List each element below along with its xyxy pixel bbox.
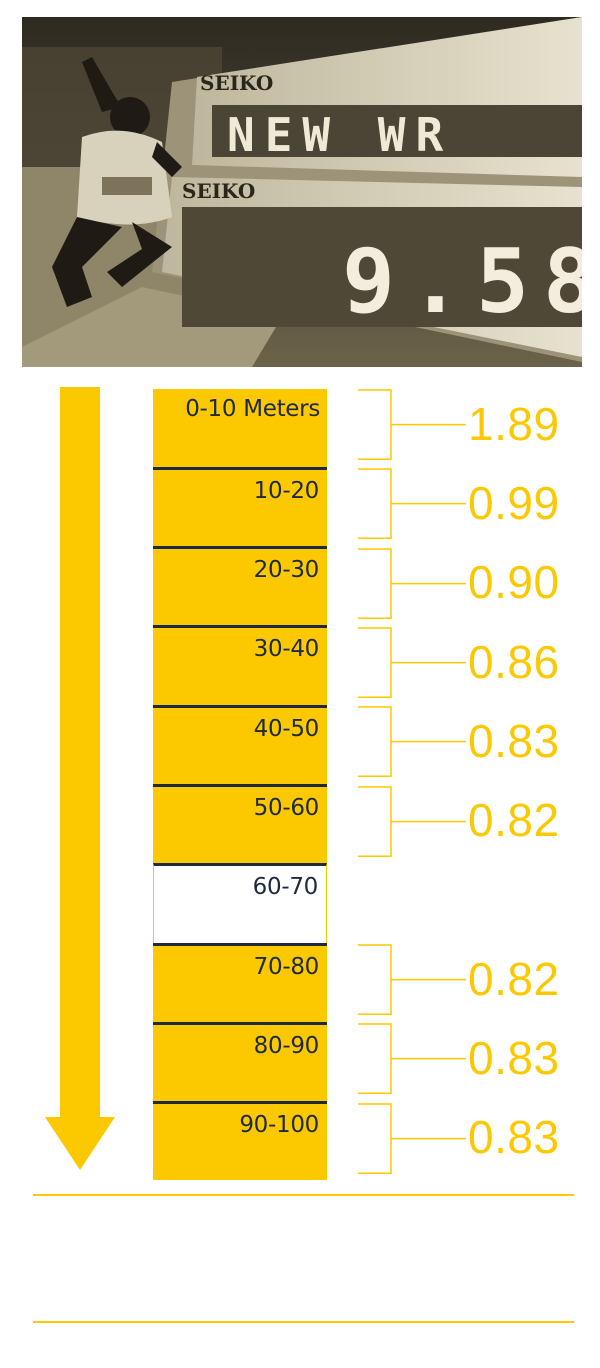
- split-time-label: 0.90: [468, 556, 560, 609]
- segment-label: 70-80: [253, 953, 320, 980]
- divider-bottom: [33, 1321, 574, 1323]
- split-time-label: 0.99: [468, 476, 560, 529]
- board-time: 9.58: [342, 230, 582, 333]
- segment-label: 10-20: [253, 477, 320, 504]
- segment-bar: 40-50: [153, 704, 327, 784]
- split-bracket: [358, 389, 468, 461]
- athlete-figure: [52, 57, 182, 307]
- split-bracket: [358, 1102, 468, 1174]
- segment-bar: 60-70: [153, 863, 327, 943]
- scoreboard-photo-illustration: SEIKO SEIKO NEW WR 9.58: [22, 17, 582, 367]
- board-message: NEW WR: [227, 108, 453, 162]
- segment-label: 60-70: [252, 874, 319, 901]
- segment-bar: 20-30: [153, 546, 327, 626]
- segment-label: 80-90: [253, 1032, 320, 1059]
- segment-bar: 0-10 Meters: [153, 389, 327, 467]
- divider-top: [33, 1194, 574, 1196]
- hero-photo: SEIKO SEIKO NEW WR 9.58: [22, 17, 582, 367]
- split-bracket: [358, 785, 468, 857]
- segment-label: 30-40: [253, 636, 320, 663]
- segment-label: 40-50: [253, 715, 320, 742]
- down-arrow-icon: [45, 387, 115, 1170]
- segment-label: 90-100: [239, 1112, 319, 1139]
- board-brand-bottom: SEIKO: [182, 179, 255, 203]
- segment-bar: 90-100: [153, 1101, 327, 1181]
- segment-bar: 10-20: [153, 466, 327, 547]
- segment-label: 0-10 Meters: [185, 396, 320, 422]
- segment-label: 20-30: [253, 557, 320, 584]
- split-time-label: 1.89: [468, 397, 560, 450]
- board-brand-top: SEIKO: [200, 71, 273, 95]
- split-bracket: [358, 1023, 468, 1095]
- segment-bar: 70-80: [153, 942, 327, 1022]
- split-time-label: 0.86: [468, 635, 560, 688]
- split-bracket: [358, 547, 468, 619]
- split-bracket: [358, 706, 468, 778]
- split-time-label: 0.82: [468, 952, 560, 1005]
- segment-bar: 80-90: [153, 1021, 327, 1102]
- segment-bar: 30-40: [153, 625, 327, 705]
- split-time-label: 0.83: [468, 714, 560, 767]
- split-time-label: 0.82: [468, 794, 560, 847]
- split-time-label: 0.83: [468, 1032, 560, 1085]
- split-bracket: [358, 627, 468, 698]
- split-bracket: [358, 944, 468, 1016]
- segment-label: 50-60: [253, 795, 320, 821]
- split-bracket: [358, 468, 468, 540]
- segment-bar: 50-60: [153, 784, 327, 864]
- split-time-label: 0.83: [468, 1111, 560, 1164]
